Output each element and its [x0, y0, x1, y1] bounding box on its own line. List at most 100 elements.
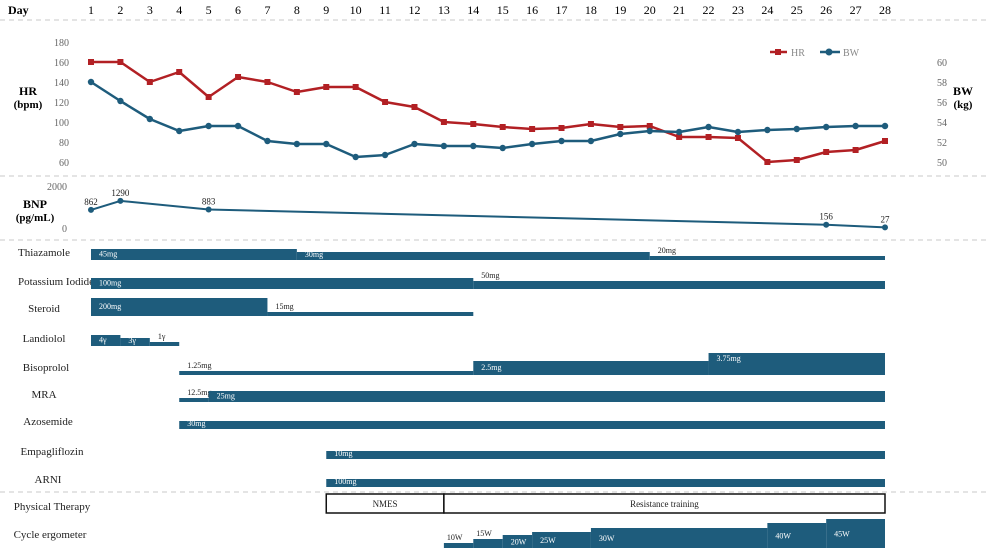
hr-axis-tick: 60 — [59, 158, 69, 169]
dose-label: 1.25mg — [187, 361, 211, 370]
day-tick-label: 27 — [850, 3, 862, 17]
day-tick-label: 6 — [235, 3, 241, 17]
hr-point — [617, 124, 624, 130]
dose-bar — [149, 342, 180, 346]
day-tick-label: 16 — [526, 3, 538, 17]
hr-point — [587, 121, 594, 127]
bw-point — [822, 123, 830, 131]
dose-label: 1γ — [158, 332, 166, 341]
bnp-point — [882, 224, 888, 231]
medication-name: Empagliflozin — [21, 446, 84, 458]
day-tick-label: 21 — [673, 3, 685, 17]
bw-point — [470, 142, 477, 150]
ergometer-step-bar — [532, 532, 591, 548]
hr-point — [176, 69, 183, 75]
dose-label: 100mg — [334, 477, 356, 486]
bw-point — [705, 123, 712, 131]
bw-point — [558, 137, 565, 145]
bw-point — [764, 126, 771, 134]
hr-point — [382, 99, 389, 105]
hr-point — [352, 84, 359, 90]
bw-axis-tick: 50 — [937, 158, 947, 169]
cycle-ergometer-row: Cycle ergometer 10W 15W 20W 25W 30W 40W 45W — [14, 519, 885, 548]
legend-bw-marker — [825, 48, 833, 56]
day-tick-label: 14 — [467, 3, 479, 17]
dose-bar — [120, 338, 150, 346]
hr-axis-label-line1: HR — [19, 84, 37, 98]
bnp-value-label: 883 — [202, 196, 216, 206]
bnp-value-label: 27 — [881, 214, 891, 224]
therapy-label: Resistance training — [630, 499, 699, 509]
bw-axis-tick: 54 — [937, 118, 947, 129]
day-header: Day 1 2 3 4 5 6 7 8 9 10 11 12 13 14 15 16 17 18 19 20 21 22 2… — [8, 3, 891, 17]
bw-point — [293, 140, 301, 148]
hr-bw-panel: HR (bpm) BW (kg) HR BW 180 160 140 120 100 80… — [14, 38, 973, 169]
day-tick-label: 10 — [350, 3, 362, 17]
bw-point — [734, 128, 742, 136]
day-tick-label: 4 — [176, 3, 182, 17]
day-tick-label: 13 — [438, 3, 450, 17]
ergometer-step-label: 15W — [476, 529, 492, 538]
medication-timeline: Thiazamole 45mg 30mg 20mg Potassium Iodide 10… — [18, 246, 885, 487]
day-tick-label: 12 — [408, 3, 420, 17]
bnp-point — [88, 206, 94, 213]
medication-name: Landiolol — [23, 333, 66, 345]
hr-point — [470, 121, 477, 127]
bw-point — [117, 97, 124, 105]
bw-point — [234, 122, 242, 130]
dose-label: 100mg — [99, 279, 121, 288]
bw-axis-tick: 56 — [937, 98, 947, 109]
hr-point — [293, 89, 300, 95]
bnp-point — [117, 197, 124, 204]
therapy-label: NMES — [373, 499, 398, 509]
medication-name: Potassium Iodide — [18, 276, 94, 288]
bw-point — [411, 140, 418, 148]
day-tick-label: 3 — [147, 3, 153, 17]
bw-point — [352, 153, 359, 161]
bw-point — [675, 128, 683, 136]
day-tick-label: 18 — [585, 3, 597, 17]
day-header-label: Day — [8, 3, 29, 17]
bw-axis-tick: 52 — [937, 138, 947, 149]
day-tick-label: 1 — [88, 3, 94, 17]
dose-bar — [91, 335, 121, 346]
hr-point — [235, 74, 242, 80]
bw-point — [499, 144, 506, 152]
dose-bar — [326, 451, 885, 459]
dose-label: 50mg — [481, 271, 499, 280]
hr-point — [499, 124, 506, 130]
day-tick-label: 25 — [791, 3, 803, 17]
legend-hr-marker — [775, 49, 781, 55]
hr-axis-tick: 80 — [59, 138, 69, 149]
day-tick-label: 17 — [556, 3, 568, 17]
bnp-axis-tick: 0 — [62, 224, 67, 235]
medication-name: Bisoprolol — [23, 362, 69, 374]
panel-dividers — [0, 19, 986, 493]
dose-label: 2.5mg — [481, 363, 501, 372]
hr-axis-tick: 100 — [54, 118, 69, 129]
dose-bar — [91, 278, 474, 289]
hr-point — [146, 79, 153, 85]
hr-point — [117, 59, 124, 65]
hr-point — [676, 134, 683, 140]
bw-point — [587, 137, 595, 145]
bw-series-line — [90, 80, 885, 159]
dose-bar — [179, 371, 474, 375]
hr-point — [88, 59, 94, 65]
day-tick-label: 11 — [379, 3, 391, 17]
ergometer-step-bar — [473, 539, 503, 548]
hr-point — [823, 149, 830, 155]
dose-label: 30mg — [305, 250, 323, 259]
bw-point — [440, 142, 448, 150]
legend-bw-label: BW — [843, 48, 860, 59]
bw-point — [205, 122, 212, 130]
ergometer-step-label: 40W — [775, 532, 791, 541]
dose-bar — [179, 421, 885, 429]
day-tick-label: 22 — [703, 3, 715, 17]
bw-point — [793, 125, 800, 133]
hr-axis-label-line2: (bpm) — [14, 99, 43, 111]
dose-bar — [708, 353, 885, 375]
dose-bar — [296, 252, 650, 260]
dose-bar — [649, 256, 885, 260]
